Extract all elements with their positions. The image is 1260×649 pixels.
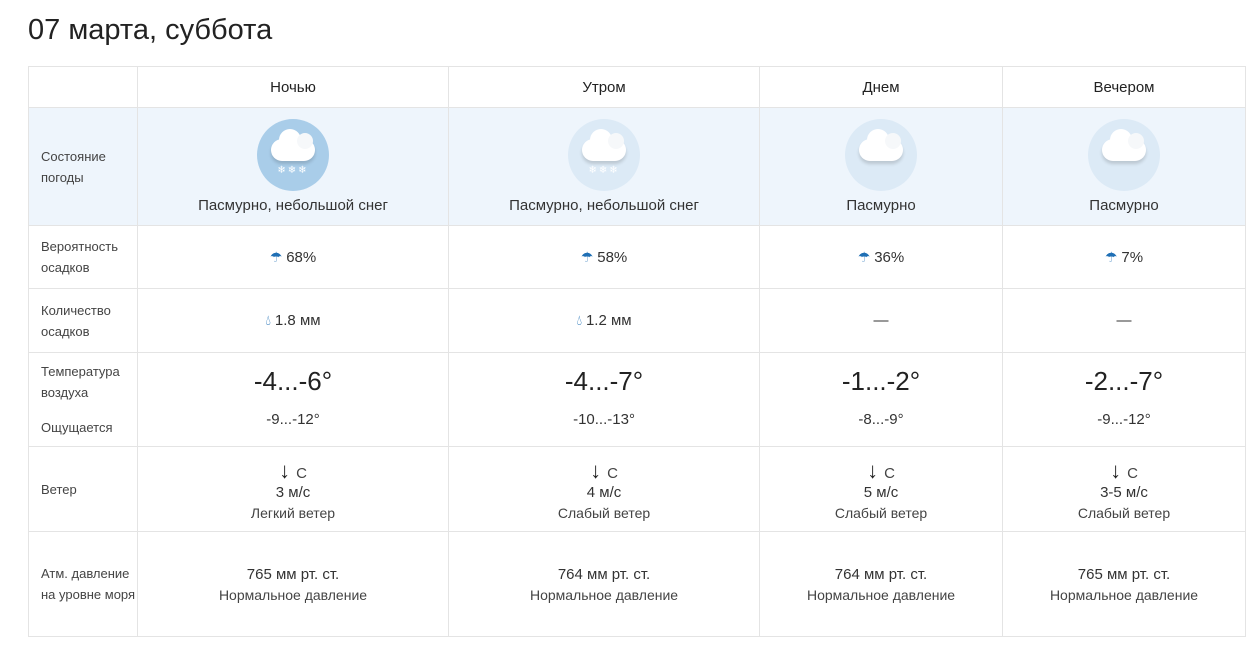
- forecast-table: Ночью Утром Днем Вечером Состояние погоды ❄❄…: [28, 66, 1246, 637]
- wind-description: Слабый ветер: [1077, 504, 1171, 521]
- pressure-value: 764 мм рт. ст.: [557, 565, 651, 583]
- condition-text: Пасмурно: [1089, 197, 1159, 214]
- precip-probability: 68%: [286, 248, 317, 266]
- temp-cell: -2...-7° -9...-12°: [1002, 352, 1246, 447]
- condition-text: Пасмурно, небольшой снег: [509, 197, 699, 214]
- precip-amount: 1.2 мм: [585, 312, 632, 329]
- label-feels: Ощущается: [41, 420, 113, 435]
- wind-speed: 4 м/с: [586, 483, 622, 501]
- head-cell: Днем: [759, 66, 1003, 108]
- cloud-icon: [1088, 119, 1160, 191]
- wind-speed: 5 м/с: [863, 483, 899, 501]
- pres-cell: 765 мм рт. ст. Нормальное давление: [136, 531, 450, 637]
- umbrella-icon: ☂: [580, 248, 594, 265]
- wind-cell: ↓ С 4 м/с Слабый ветер: [448, 446, 761, 532]
- cond-cell: ❄❄❄ Пасмурно, небольшой снег: [448, 107, 761, 226]
- prob-cell: ☂ 58%: [448, 225, 761, 289]
- pressure-description: Нормальное давление: [529, 586, 679, 603]
- wind-direction: С: [296, 464, 307, 482]
- precip-amount: —: [873, 312, 889, 329]
- page-title: 07 марта, суббота: [28, 14, 273, 46]
- wind-cell: ↓ С 5 м/с Слабый ветер: [759, 446, 1003, 532]
- pres-cell: 764 мм рт. ст. Нормальное давление: [759, 531, 1003, 637]
- temperature: -1...-2°: [841, 365, 921, 396]
- label-precip-prob: Вероятность осадков: [28, 225, 138, 289]
- cloud-snow-icon: ❄❄❄: [568, 119, 641, 191]
- wind-arrow-down-icon: ↓: [1110, 457, 1122, 483]
- feels-like: -8...-9°: [858, 410, 904, 428]
- precip-probability: 36%: [874, 248, 905, 266]
- amt-cell: 💧︎ 1.8 мм: [136, 288, 450, 353]
- wind-direction: С: [884, 464, 895, 482]
- cloud-icon: [845, 119, 918, 191]
- wind-direction: С: [1127, 464, 1138, 482]
- wind-arrow-down-icon: ↓: [867, 457, 879, 483]
- cloud-snow-icon: ❄❄❄: [257, 119, 329, 191]
- label-pressure: Атм. давление на уровне моря: [28, 531, 138, 637]
- umbrella-icon: ☂: [857, 248, 871, 265]
- temperature: -4...-6°: [253, 365, 333, 396]
- precip-amount: —: [1116, 312, 1132, 329]
- precip-probability: 58%: [597, 248, 628, 266]
- wind-cell: ↓ С 3-5 м/с Слабый ветер: [1002, 446, 1246, 532]
- pressure-description: Нормальное давление: [806, 586, 956, 603]
- pressure-description: Нормальное давление: [218, 586, 368, 603]
- wind-arrow-down-icon: ↓: [279, 457, 291, 483]
- cond-cell: Пасмурно: [1002, 107, 1246, 226]
- pressure-value: 765 мм рт. ст.: [1077, 565, 1171, 583]
- amt-cell: 💧︎ 1.2 мм: [448, 288, 761, 353]
- drop-icon: 💧︎: [265, 312, 272, 328]
- wind-description: Слабый ветер: [834, 504, 928, 521]
- precip-probability: 7%: [1121, 248, 1144, 266]
- head-cell: Вечером: [1002, 66, 1246, 108]
- temperature: -4...-7°: [564, 365, 644, 396]
- pressure-description: Нормальное давление: [1049, 586, 1199, 603]
- label-temp: Температура воздуха Ощущается: [28, 352, 138, 447]
- wind-speed: 3 м/с: [275, 483, 311, 501]
- prob-cell: ☂ 7%: [1002, 225, 1246, 289]
- head-cell: Ночью: [136, 66, 450, 108]
- feels-like: -10...-13°: [573, 410, 635, 428]
- wind-cell: ↓ С 3 м/с Легкий ветер: [136, 446, 450, 532]
- temperature: -2...-7°: [1084, 365, 1164, 396]
- temp-cell: -4...-6° -9...-12°: [136, 352, 450, 447]
- drop-icon: 💧︎: [576, 312, 583, 328]
- cond-cell: ❄❄❄ Пасмурно, небольшой снег: [136, 107, 450, 226]
- wind-arrow-down-icon: ↓: [590, 457, 602, 483]
- pres-cell: 765 мм рт. ст. Нормальное давление: [1002, 531, 1246, 637]
- temp-cell: -4...-7° -10...-13°: [448, 352, 761, 447]
- amt-cell: —: [1002, 288, 1246, 353]
- pres-cell: 764 мм рт. ст. Нормальное давление: [448, 531, 761, 637]
- wind-description: Слабый ветер: [557, 504, 651, 521]
- umbrella-icon: ☂: [269, 248, 283, 265]
- condition-text: Пасмурно, небольшой снег: [198, 197, 388, 214]
- temp-cell: -1...-2° -8...-9°: [759, 352, 1003, 447]
- umbrella-icon: ☂: [1104, 248, 1118, 265]
- wind-speed: 3-5 м/с: [1100, 483, 1148, 501]
- head-cell: Утром: [448, 66, 761, 108]
- wind-direction: С: [607, 464, 618, 482]
- pressure-value: 764 мм рт. ст.: [834, 565, 928, 583]
- pressure-value: 765 мм рт. ст.: [246, 565, 340, 583]
- label-precip-amount: Количество осадков: [28, 288, 138, 353]
- corner-cell: [28, 66, 138, 108]
- precip-amount: 1.8 мм: [274, 312, 321, 329]
- wind-description: Легкий ветер: [250, 504, 336, 521]
- column-header: Ночью: [270, 78, 316, 96]
- column-header: Вечером: [1093, 78, 1155, 96]
- feels-like: -9...-12°: [1097, 410, 1151, 428]
- prob-cell: ☂ 36%: [759, 225, 1003, 289]
- label-condition: Состояние погоды: [28, 107, 138, 226]
- amt-cell: —: [759, 288, 1003, 353]
- cond-cell: Пасмурно: [759, 107, 1003, 226]
- label-temp-text: Температура воздуха: [41, 364, 120, 400]
- feels-like: -9...-12°: [266, 410, 320, 428]
- column-header: Днем: [862, 78, 900, 96]
- prob-cell: ☂ 68%: [136, 225, 450, 289]
- label-wind: Ветер: [28, 446, 138, 532]
- column-header: Утром: [582, 78, 626, 96]
- condition-text: Пасмурно: [846, 197, 916, 214]
